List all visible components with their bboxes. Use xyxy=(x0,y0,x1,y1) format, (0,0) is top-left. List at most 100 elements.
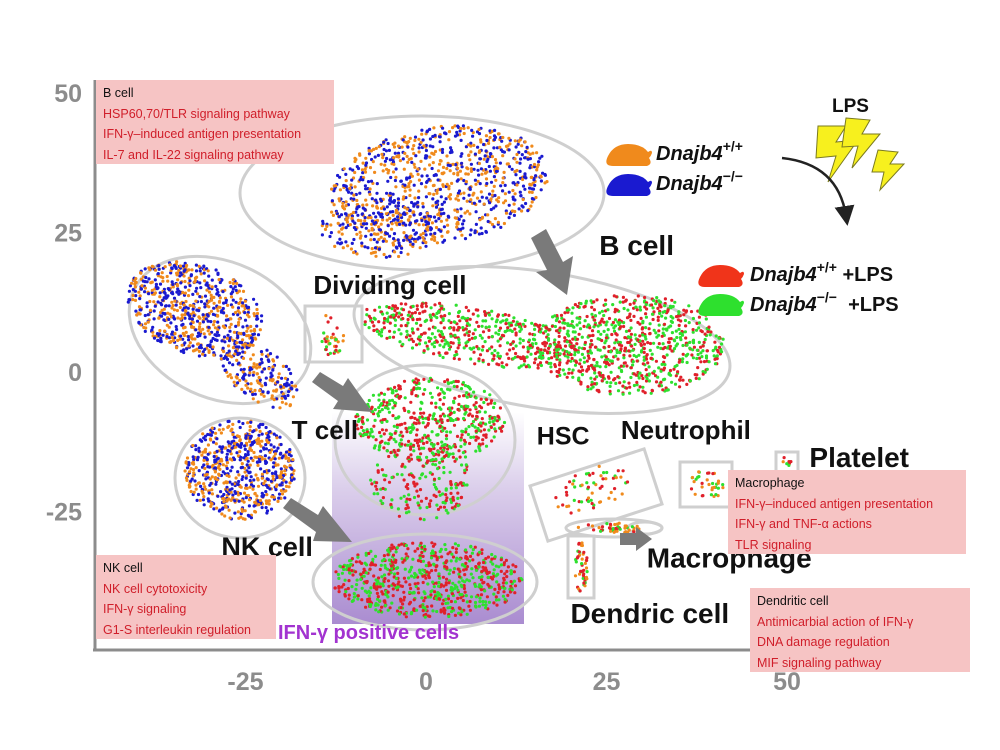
cell-point xyxy=(360,425,364,429)
cell-point xyxy=(678,378,682,382)
cell-point xyxy=(330,210,334,214)
cell-point xyxy=(227,361,232,365)
cell-point xyxy=(249,329,253,333)
cell-point xyxy=(667,337,671,341)
cell-point xyxy=(622,306,626,311)
cell-point xyxy=(229,285,233,289)
cell-point xyxy=(249,387,253,391)
cell-point xyxy=(360,419,364,423)
cell-point xyxy=(562,352,566,356)
cell-point xyxy=(399,179,403,183)
cell-point xyxy=(411,427,415,431)
cell-point xyxy=(388,606,392,610)
cell-point xyxy=(489,401,493,405)
cell-point xyxy=(567,367,571,371)
cell-point xyxy=(614,332,618,336)
cell-point xyxy=(656,375,660,379)
cell-point xyxy=(340,585,344,589)
cell-point xyxy=(206,432,210,437)
cell-point xyxy=(329,223,333,227)
cell-point xyxy=(666,340,671,344)
cell-point xyxy=(421,205,425,209)
cell-point xyxy=(439,505,443,509)
cell-point xyxy=(401,342,405,346)
cell-point xyxy=(171,282,175,286)
cell-point xyxy=(418,476,422,480)
cell-point xyxy=(431,452,436,456)
cell-point xyxy=(201,327,205,331)
cell-point xyxy=(367,326,371,330)
cell-point xyxy=(683,330,688,334)
cell-point xyxy=(586,349,590,353)
cell-point xyxy=(448,470,452,474)
cell-point xyxy=(374,484,378,488)
cell-point xyxy=(504,318,508,322)
cell-point xyxy=(616,357,620,361)
cell-point xyxy=(575,316,579,320)
cell-point xyxy=(677,310,681,314)
cell-point xyxy=(218,280,222,285)
cell-point xyxy=(615,295,619,299)
cell-point xyxy=(489,207,493,212)
cell-point xyxy=(642,355,646,359)
cell-point xyxy=(453,124,457,128)
cell-point xyxy=(215,478,219,482)
cell-point xyxy=(354,415,358,419)
cell-point xyxy=(505,363,509,367)
cell-point xyxy=(428,471,432,475)
cell-point xyxy=(380,212,384,216)
cell-point xyxy=(579,302,583,306)
cell-point xyxy=(644,312,648,316)
cell-point xyxy=(382,392,387,396)
cell-point xyxy=(406,321,410,325)
cell-point xyxy=(268,352,273,356)
cell-point xyxy=(445,450,449,455)
cell-point xyxy=(626,340,630,345)
cell-point xyxy=(699,345,703,349)
cell-point xyxy=(139,308,143,312)
cell-point xyxy=(482,142,486,147)
cell-point xyxy=(493,217,497,221)
cell-point xyxy=(416,167,420,171)
cell-point xyxy=(414,343,419,347)
cell-point xyxy=(341,222,345,226)
cell-point xyxy=(456,198,461,202)
cell-point xyxy=(507,321,511,325)
cell-point xyxy=(447,312,451,316)
cell-point xyxy=(165,335,169,339)
cell-point xyxy=(198,321,202,326)
cell-point xyxy=(393,572,397,576)
cell-point xyxy=(442,584,446,588)
cell-point xyxy=(677,323,681,327)
cell-point xyxy=(424,304,428,308)
cell-point xyxy=(344,240,348,244)
cell-point xyxy=(375,201,379,205)
cell-point xyxy=(268,487,272,491)
cell-point xyxy=(481,603,485,607)
cell-point xyxy=(695,356,699,361)
cell-point xyxy=(413,484,417,488)
cell-point xyxy=(662,368,666,372)
cell-point xyxy=(569,359,573,363)
cell-point xyxy=(221,346,225,350)
cell-point xyxy=(699,360,703,364)
cell-point xyxy=(547,346,551,350)
cell-point xyxy=(422,215,426,219)
cell-point xyxy=(416,547,420,551)
cell-point xyxy=(260,476,264,480)
cell-point xyxy=(590,305,594,309)
cell-point xyxy=(408,188,412,192)
cell-point xyxy=(399,302,403,306)
cell-point xyxy=(372,424,376,428)
cell-point xyxy=(207,274,211,278)
cell-point xyxy=(691,356,696,360)
cell-point xyxy=(246,310,250,315)
cell-point xyxy=(367,398,371,403)
cell-point xyxy=(417,146,421,150)
cell-point xyxy=(179,281,183,285)
cell-point xyxy=(189,335,193,339)
cell-point xyxy=(468,212,472,216)
cell-point xyxy=(255,372,259,376)
cell-point xyxy=(369,238,373,242)
cell-point xyxy=(395,223,399,227)
